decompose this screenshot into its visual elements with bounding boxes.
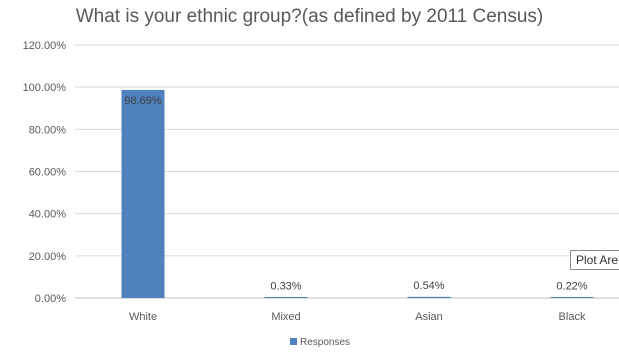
y-tick-label: 40.00% (29, 209, 67, 221)
bar-white (121, 89, 165, 298)
legend-label: Responses (300, 337, 350, 348)
data-label: 0.33% (270, 280, 301, 292)
bar-black (550, 297, 594, 298)
x-tick-label: Mixed (271, 311, 300, 323)
y-tick-label: 100.00% (23, 82, 67, 94)
data-label: 0.22% (556, 281, 587, 293)
plot-area-tooltip: Plot Are (570, 250, 619, 270)
y-tick-label: 60.00% (29, 167, 67, 179)
y-tick-label: 20.00% (29, 251, 67, 263)
x-tick-label: White (129, 311, 157, 323)
bar-mixed (264, 297, 308, 298)
chart-title: What is your ethnic group?(as defined by… (75, 6, 544, 27)
data-label: 98.69% (124, 95, 162, 107)
legend-swatch (290, 338, 297, 345)
y-tick-label: 80.00% (29, 124, 67, 136)
y-tick-label: 0.00% (35, 293, 66, 305)
x-tick-label: Asian (415, 311, 443, 323)
bar-asian (407, 296, 451, 298)
y-tick-label: 120.00% (23, 40, 67, 52)
x-tick-label: Black (559, 311, 586, 323)
data-label: 0.54% (413, 280, 444, 292)
